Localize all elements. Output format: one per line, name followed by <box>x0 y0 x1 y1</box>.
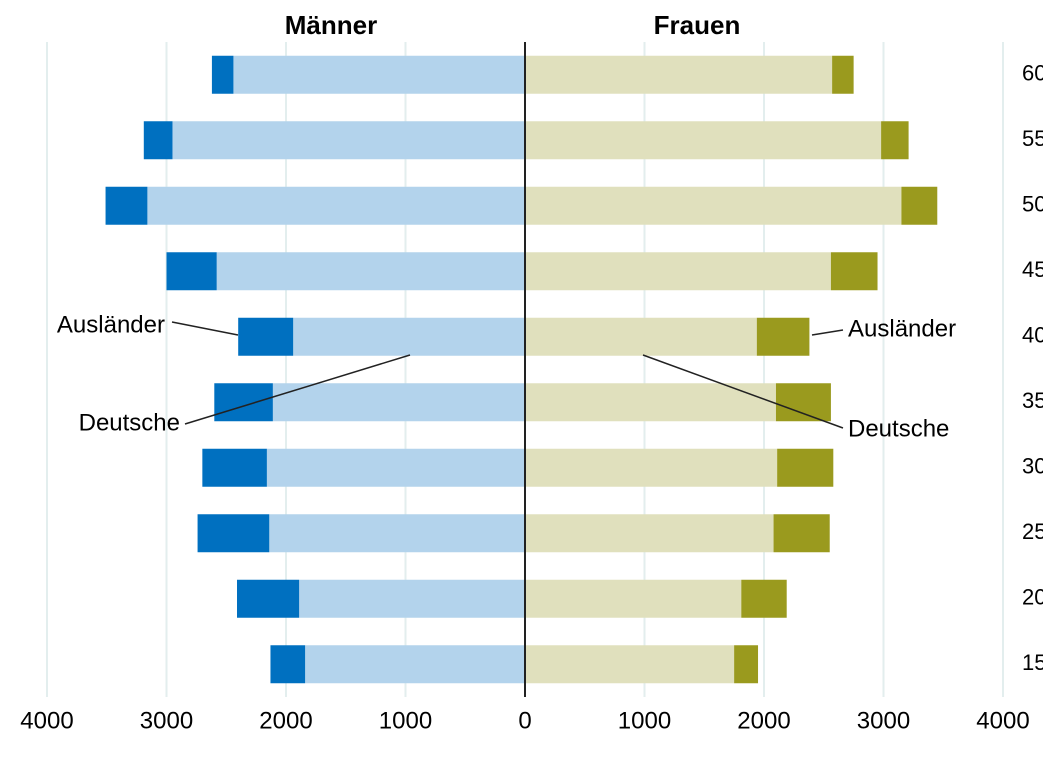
bar <box>525 645 735 684</box>
x-tick-label: 3000 <box>140 707 193 734</box>
bar <box>734 645 759 684</box>
x-tick-label: 4000 <box>20 707 73 734</box>
bar <box>525 448 778 487</box>
bar <box>525 55 833 94</box>
annotation: Deutsche <box>79 409 180 436</box>
bar <box>266 448 525 487</box>
x-tick-label: 2000 <box>737 707 790 734</box>
bar <box>756 317 810 356</box>
category-label: 45 <box>1022 257 1043 282</box>
bar <box>233 55 526 94</box>
bar <box>525 383 776 422</box>
bar <box>172 121 525 160</box>
category-label: 50 <box>1022 192 1043 217</box>
x-tick-label: 3000 <box>857 707 910 734</box>
annotation: Ausländer <box>57 311 165 338</box>
bar <box>214 383 273 422</box>
bar <box>773 514 830 553</box>
category-label: 20 <box>1022 585 1043 610</box>
annotation: Deutsche <box>848 415 949 442</box>
category-label: 60 <box>1022 61 1043 86</box>
bar <box>293 317 525 356</box>
left-title: Männer <box>285 10 377 40</box>
bar <box>269 514 525 553</box>
bar <box>197 514 270 553</box>
annotation: Ausländer <box>848 315 956 342</box>
bar <box>881 121 909 160</box>
leader-line <box>811 329 844 336</box>
category-label: 35 <box>1022 388 1043 413</box>
bar <box>211 55 234 94</box>
bar <box>272 383 525 422</box>
bar <box>525 186 902 225</box>
category-label: 40 <box>1022 323 1043 348</box>
category-label: 25 <box>1022 519 1043 544</box>
bar <box>166 252 217 291</box>
bar <box>830 252 878 291</box>
right-title: Frauen <box>654 10 741 40</box>
x-tick-label: 0 <box>518 707 531 734</box>
x-tick-label: 4000 <box>976 707 1029 734</box>
bar <box>525 579 742 618</box>
category-label: 55 <box>1022 126 1043 151</box>
bar <box>901 186 938 225</box>
leader-line <box>184 354 411 425</box>
bar <box>305 645 525 684</box>
bar <box>270 645 306 684</box>
bar <box>238 317 294 356</box>
bar <box>832 55 854 94</box>
x-tick-label: 1000 <box>618 707 671 734</box>
x-tick-label: 2000 <box>259 707 312 734</box>
leader-line <box>171 321 239 336</box>
x-tick-label: 1000 <box>379 707 432 734</box>
bar <box>147 186 525 225</box>
category-label: 15 <box>1022 650 1043 675</box>
bar <box>525 121 882 160</box>
leader-line <box>642 354 844 429</box>
bar <box>525 252 831 291</box>
bar <box>216 252 525 291</box>
bar <box>105 186 148 225</box>
category-label: 30 <box>1022 454 1043 479</box>
bar <box>299 579 525 618</box>
bar <box>237 579 300 618</box>
bar <box>143 121 173 160</box>
bar <box>525 514 774 553</box>
bar <box>202 448 267 487</box>
bar <box>741 579 787 618</box>
bar <box>525 317 757 356</box>
bar <box>775 383 831 422</box>
bar <box>777 448 834 487</box>
